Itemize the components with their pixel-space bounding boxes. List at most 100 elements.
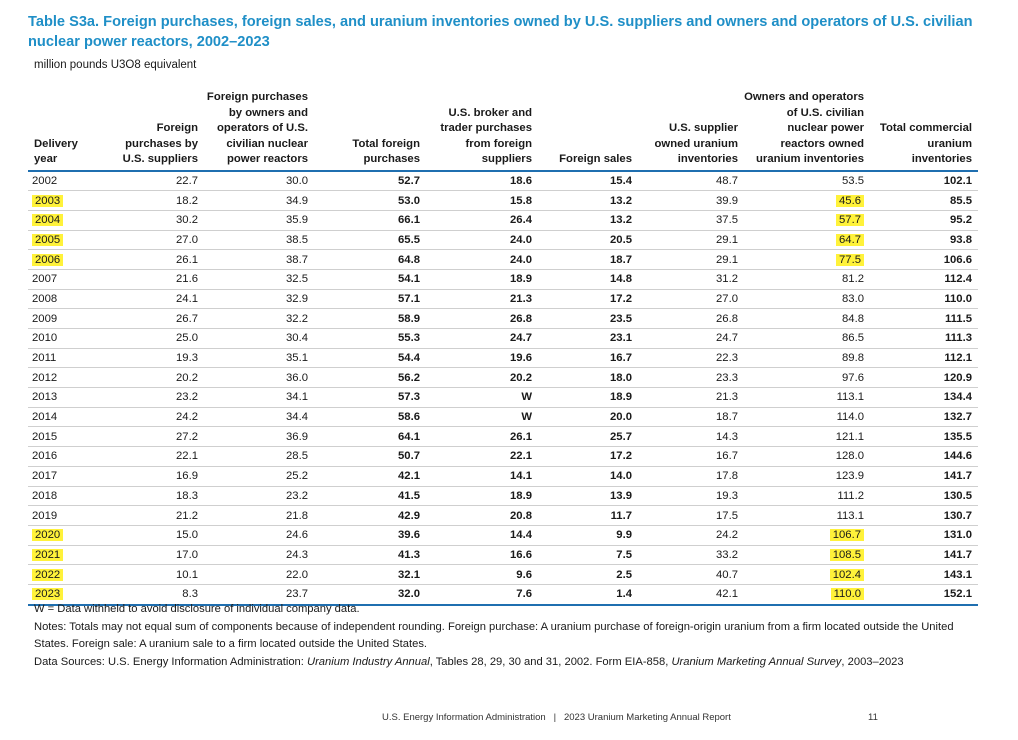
cell-foreign-sales: 14.0 xyxy=(538,466,638,487)
table-row: 2004 30.2 35.9 66.1 26.4 13.2 37.5 57.7 95.2 xyxy=(28,210,978,231)
cell-value: 21.3 xyxy=(716,391,738,404)
cell-total-fp: 66.1 xyxy=(314,210,426,231)
cell-value: 32.1 xyxy=(398,568,420,581)
cell-value: 17.0 xyxy=(176,548,198,561)
table-row: 2018 18.3 23.2 41.5 18.9 13.9 19.3 111.2 130.5 xyxy=(28,486,978,507)
table-row: 2006 26.1 38.7 64.8 24.0 18.7 29.1 77.5 106.6 xyxy=(28,249,978,270)
cell-fp-owners: 38.5 xyxy=(204,230,314,251)
cell-owner-inv: 45.6 xyxy=(744,190,870,211)
cell-value: 131.0 xyxy=(943,529,972,542)
cell-fp-suppliers: 24.1 xyxy=(104,289,204,310)
cell-total-fp: 55.3 xyxy=(314,328,426,349)
cell-year: 2022 xyxy=(28,564,104,585)
cell-supplier-inv: 26.8 xyxy=(638,308,744,329)
cell-value: 19.6 xyxy=(510,352,532,365)
cell-owner-inv: 86.5 xyxy=(744,328,870,349)
cell-fp-owners: 34.9 xyxy=(204,190,314,211)
cell-total-fp: 53.0 xyxy=(314,190,426,211)
cell-supplier-inv: 24.7 xyxy=(638,328,744,349)
cell-broker: 14.4 xyxy=(426,525,538,546)
table-row: 2021 17.0 24.3 41.3 16.6 7.5 33.2 108.5 141.7 xyxy=(28,545,978,566)
cell-supplier-inv: 27.0 xyxy=(638,289,744,310)
cell-owner-inv: 77.5 xyxy=(744,249,870,270)
cell-broker: 26.4 xyxy=(426,210,538,231)
year-value: 2009 xyxy=(32,312,58,325)
cell-value: 111.5 xyxy=(944,312,972,325)
cell-value: 113.1 xyxy=(836,509,864,522)
cell-value: 9.9 xyxy=(616,529,632,542)
cell-total-inv: 110.0 xyxy=(870,289,978,310)
cell-supplier-inv: 39.9 xyxy=(638,190,744,211)
cell-value: 110.0 xyxy=(830,588,864,601)
cell-total-fp: 42.9 xyxy=(314,505,426,526)
cell-value: 64.8 xyxy=(398,253,420,266)
cell-total-inv: 102.1 xyxy=(870,170,978,192)
header-total-inv: Total commercial uranium inventories xyxy=(870,90,978,172)
data-sources: Data Sources: U.S. Energy Information Ad… xyxy=(34,654,984,672)
cell-broker: 16.6 xyxy=(426,545,538,566)
cell-value: 18.9 xyxy=(610,391,632,404)
cell-fp-suppliers: 21.6 xyxy=(104,269,204,290)
cell-year: 2004 xyxy=(28,210,104,231)
cell-value: 38.5 xyxy=(286,233,308,246)
cell-owner-inv: 108.5 xyxy=(744,545,870,566)
cell-total-inv: 135.5 xyxy=(870,426,978,448)
cell-broker: 9.6 xyxy=(426,564,538,585)
cell-owner-inv: 113.1 xyxy=(744,387,870,408)
source-uia: Uranium Industry Annual xyxy=(306,655,430,668)
cell-broker: 18.9 xyxy=(426,486,538,507)
cell-value: 27.0 xyxy=(716,292,738,305)
table-row: 2019 21.2 21.8 42.9 20.8 11.7 17.5 113.1 130.7 xyxy=(28,505,978,526)
cell-value: 57.1 xyxy=(398,292,420,305)
cell-value: 14.3 xyxy=(716,430,738,443)
cell-year: 2016 xyxy=(28,446,104,467)
cell-value: 53.5 xyxy=(842,174,864,187)
cell-supplier-inv: 40.7 xyxy=(638,564,744,585)
cell-value: 23.7 xyxy=(286,588,308,601)
cell-supplier-inv: 14.3 xyxy=(638,426,744,448)
year-value: 2018 xyxy=(32,489,58,502)
year-value: 2020 xyxy=(32,529,64,542)
cell-total-inv: 141.7 xyxy=(870,545,978,566)
cell-year: 2008 xyxy=(28,289,104,310)
cell-total-fp: 58.6 xyxy=(314,407,426,428)
cell-value: 55.3 xyxy=(398,332,420,345)
cell-year: 2011 xyxy=(28,348,104,369)
cell-value: 22.1 xyxy=(176,450,198,463)
cell-value: 83.0 xyxy=(842,292,864,305)
year-value: 2017 xyxy=(32,470,58,483)
cell-value: 8.3 xyxy=(182,588,198,601)
cell-owner-inv: 106.7 xyxy=(744,525,870,546)
cell-owner-inv: 114.0 xyxy=(744,407,870,428)
cell-value: 64.7 xyxy=(836,233,864,246)
cell-total-inv: 130.5 xyxy=(870,486,978,507)
cell-value: 20.2 xyxy=(176,371,198,384)
cell-value: 21.8 xyxy=(286,509,308,522)
year-value: 2015 xyxy=(32,430,58,443)
cell-total-inv: 130.7 xyxy=(870,505,978,526)
cell-value: 152.1 xyxy=(943,588,972,601)
cell-value: 7.5 xyxy=(616,548,632,561)
cell-value: 135.5 xyxy=(943,430,972,443)
cell-value: 84.8 xyxy=(842,312,864,325)
cell-fp-suppliers: 23.2 xyxy=(104,387,204,408)
table-row: 2016 22.1 28.5 50.7 22.1 17.2 16.7 128.0 144.6 xyxy=(28,446,978,467)
cell-fp-suppliers: 21.2 xyxy=(104,505,204,526)
cell-total-inv: 134.4 xyxy=(870,387,978,408)
cell-value: 9.6 xyxy=(516,568,532,581)
cell-value: 34.4 xyxy=(286,411,308,424)
cell-fp-owners: 34.4 xyxy=(204,407,314,428)
cell-owner-inv: 57.7 xyxy=(744,210,870,231)
cell-foreign-sales: 9.9 xyxy=(538,525,638,546)
cell-value: 48.7 xyxy=(716,174,738,187)
cell-value: 19.3 xyxy=(716,489,738,502)
cell-supplier-inv: 48.7 xyxy=(638,170,744,192)
cell-value: 77.5 xyxy=(836,253,864,266)
cell-value: 45.6 xyxy=(836,194,864,207)
cell-supplier-inv: 33.2 xyxy=(638,545,744,566)
cell-foreign-sales: 14.8 xyxy=(538,269,638,290)
cell-value: 26.8 xyxy=(716,312,738,325)
cell-total-inv: 95.2 xyxy=(870,210,978,231)
cell-value: 19.3 xyxy=(176,352,198,365)
cell-value: 40.7 xyxy=(716,568,738,581)
